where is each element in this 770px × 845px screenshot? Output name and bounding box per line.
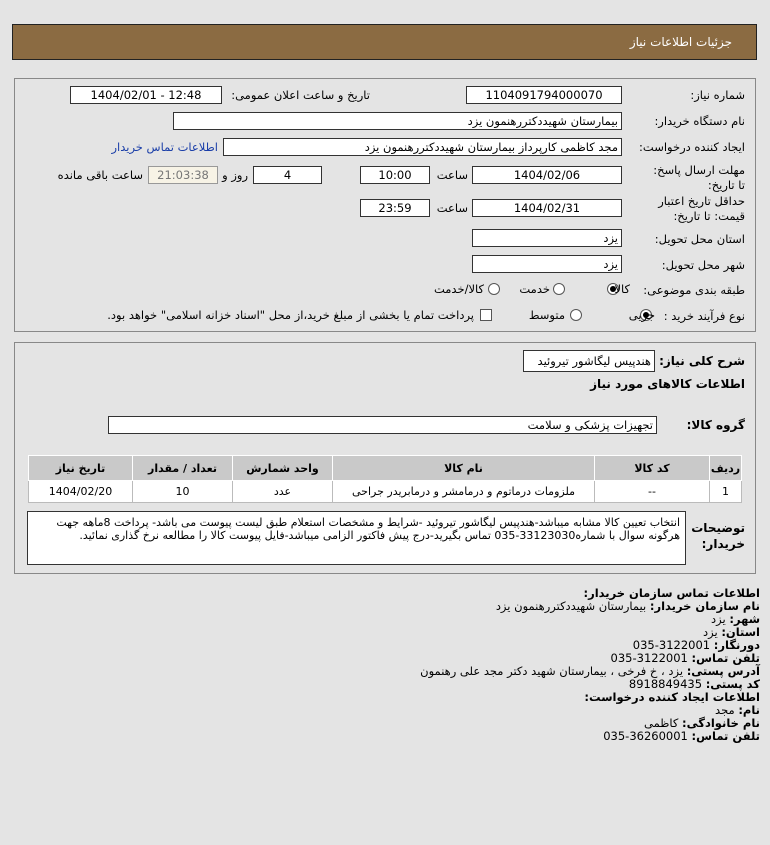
validity-time-label: ساعت	[436, 201, 468, 215]
contact-postal: کد پستی: 8918849435	[628, 677, 760, 691]
category-service-label: خدمت	[519, 282, 550, 296]
category-goods-label: کالا	[614, 282, 630, 296]
creator-label: ایجاد کننده درخواست:	[639, 140, 745, 154]
contact-address: آدرس پستی: یزد ، خ فرخی ، بیمارستان شهید…	[420, 664, 760, 678]
validity-label: حداقل تاریخ اعتبار قیمت: تا تاریخ:	[658, 194, 745, 223]
days-field: 4	[253, 166, 322, 184]
deadline-label: مهلت ارسال پاسخ: تا تاریخ:	[653, 163, 745, 192]
need-number-label: شماره نیاز:	[690, 88, 745, 102]
process-minor-radio[interactable]	[640, 309, 652, 321]
deadline-time-field: 10:00	[360, 166, 430, 184]
announce-label: تاریخ و ساعت اعلان عمومی:	[231, 88, 370, 102]
announce-field: 1404/02/01 - 12:48	[70, 86, 222, 104]
creator-field: مجد کاظمی کارپرداز بیمارستان شهیددکتررهن…	[223, 138, 622, 156]
col-date: تاریخ نیاز	[28, 455, 133, 481]
validity-date-field: 1404/02/31	[472, 199, 622, 217]
col-name: نام کالا	[332, 455, 595, 481]
goods-table: ردیف کد کالا نام کالا واحد شمارش تعداد /…	[28, 455, 742, 503]
buyer-org-label: نام دستگاه خریدار:	[654, 114, 745, 128]
summary-field: هندپیس لیگاشور تیروئید	[523, 350, 655, 372]
col-row: ردیف	[709, 455, 742, 481]
treasury-payment-checkbox[interactable]	[480, 309, 492, 321]
page-title: جزئیات اطلاعات نیاز	[629, 35, 732, 49]
validity-time-field: 23:59	[360, 199, 430, 217]
cell-unit: عدد	[232, 480, 333, 503]
creator-name: نام: مجد	[715, 703, 760, 717]
city-label: شهر محل تحویل:	[661, 258, 745, 272]
cell-row: 1	[709, 480, 742, 503]
contact-title: اطلاعات تماس سازمان خریدار:	[583, 586, 760, 600]
goods-group-label: گروه کالا:	[686, 418, 745, 432]
deadline-time-label: ساعت	[436, 168, 468, 182]
creator-phone: تلفن تماس: 36260001-035	[603, 729, 760, 743]
province-field: یزد	[472, 229, 622, 247]
category-both-label: کالا/خدمت	[433, 282, 484, 296]
deadline-date-field: 1404/02/06	[472, 166, 622, 184]
notes-field: انتخاب تعیین کالا مشابه میباشد-هندپیس لی…	[27, 511, 686, 565]
goods-section-title: اطلاعات کالاهای مورد نیاز	[590, 377, 745, 391]
cell-date: 1404/02/20	[28, 480, 133, 503]
countdown-field: 21:03:38	[148, 166, 218, 184]
buyer-org-field: بیمارستان شهیددکتررهنمون یزد	[173, 112, 622, 130]
table-row: 1 -- ملزومات درماتوم و درمامشر و درمابری…	[28, 480, 742, 503]
summary-label: شرح کلی نیاز:	[659, 354, 745, 368]
col-qty: تعداد / مقدار	[132, 455, 233, 481]
contact-phone: تلفن تماس: 3122001-035	[610, 651, 760, 665]
city-field: یزد	[472, 255, 622, 273]
process-label: نوع فرآیند خرید :	[663, 309, 745, 323]
cell-qty: 10	[132, 480, 233, 503]
table-header-row: ردیف کد کالا نام کالا واحد شمارش تعداد /…	[28, 455, 742, 481]
cell-name: ملزومات درماتوم و درمامشر و درمابریدر جر…	[332, 480, 595, 503]
contact-province: استان: یزد	[702, 625, 760, 639]
contact-city: شهر: یزد	[711, 612, 760, 626]
category-goods-radio[interactable]	[607, 283, 619, 295]
process-medium-label: متوسط	[528, 308, 565, 322]
category-label: طبقه بندی موضوعی:	[643, 283, 745, 297]
col-unit: واحد شمارش	[232, 455, 333, 481]
category-both-radio[interactable]	[488, 283, 500, 295]
creator-info-title: اطلاعات ایجاد کننده درخواست:	[584, 690, 760, 704]
goods-group-field: تجهیزات پزشکی و سلامت	[108, 416, 657, 434]
process-medium-radio[interactable]	[570, 309, 582, 321]
need-number-field: 1104091794000070	[466, 86, 622, 104]
treasury-payment-label: پرداخت تمام یا بخشی از مبلغ خرید،از محل …	[107, 308, 474, 322]
cell-code: --	[594, 480, 710, 503]
contact-org: نام سازمان خریدار: بیمارستان شهیددکتررهن…	[495, 599, 760, 613]
category-service-radio[interactable]	[553, 283, 565, 295]
process-minor-label: جزیی	[628, 308, 655, 322]
page-header: جزئیات اطلاعات نیاز	[12, 24, 757, 60]
buyer-contact-link[interactable]: اطلاعات تماس خریدار	[111, 140, 218, 154]
creator-family: نام خانوادگی: کاظمی	[644, 716, 760, 730]
contact-fax: دورنگار: 3122001-035	[632, 638, 760, 652]
remaining-label: ساعت باقی مانده	[57, 168, 143, 182]
notes-label: توضیحات خریدار:	[691, 521, 745, 551]
col-code: کد کالا	[594, 455, 710, 481]
days-label: روز و	[222, 168, 248, 182]
province-label: استان محل تحویل:	[654, 232, 745, 246]
